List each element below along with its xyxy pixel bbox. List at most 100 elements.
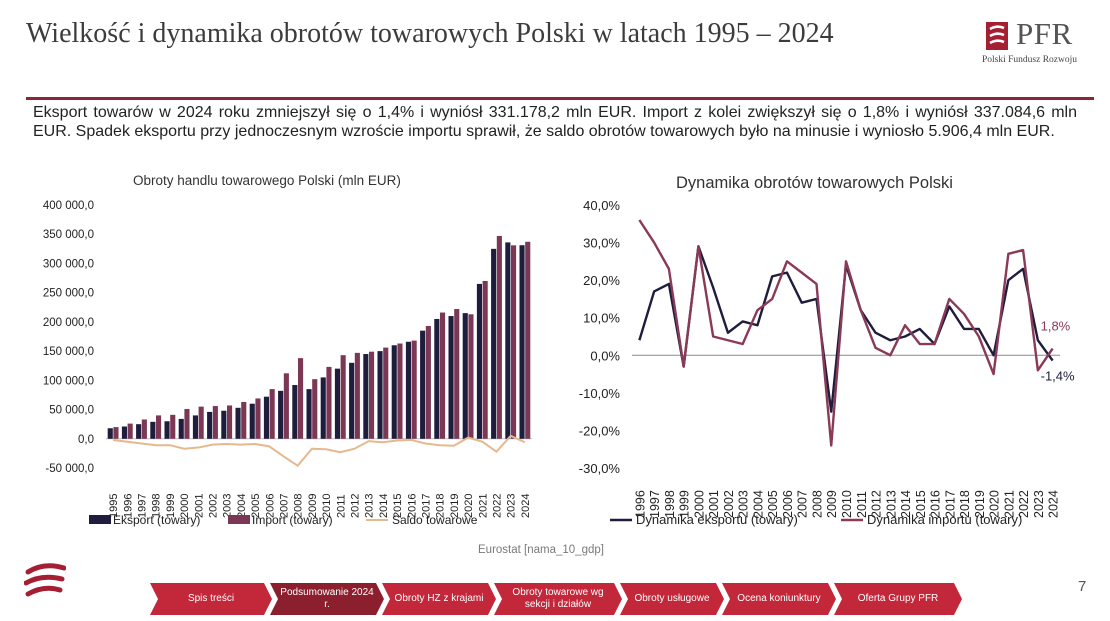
data-label: 1,8% <box>1041 319 1071 334</box>
x-tick-label: 2021 <box>477 494 489 518</box>
y-tick-label: 100 000,0 <box>43 375 94 387</box>
x-tick-label: 2009 <box>307 494 319 518</box>
data-label: -1,4% <box>1041 369 1075 384</box>
x-tick-label: 2004 <box>751 490 765 518</box>
nav-item-ocena-koniunktury[interactable]: Ocena koniunktury <box>722 583 836 615</box>
x-tick-label: 2021 <box>1002 490 1016 518</box>
bar-eksport <box>334 368 340 439</box>
x-tick-label: 2006 <box>781 490 795 518</box>
bar-import <box>170 414 176 439</box>
x-tick-label: 2001 <box>707 490 721 518</box>
legend-saldo-label: Saldo towarowe <box>392 513 478 527</box>
bar-eksport <box>448 316 454 439</box>
y-tick-label: 40,0% <box>583 198 620 213</box>
bar-import <box>312 379 318 439</box>
x-tick-label: 2005 <box>250 494 262 518</box>
x-tick-label: 2022 <box>1017 490 1031 518</box>
nav-item-oferta-grupy[interactable]: Oferta Grupy PFR <box>834 583 962 615</box>
nav-item-podsumowanie[interactable]: Podsumowanie 2024 r. <box>270 583 384 615</box>
saldo-line <box>112 434 526 467</box>
bar-eksport <box>178 418 184 439</box>
x-tick-label: 2001 <box>193 494 205 518</box>
bar-import <box>326 366 332 439</box>
bar-import <box>113 427 119 439</box>
x-tick-label: 2016 <box>929 490 943 518</box>
bar-import <box>383 347 389 439</box>
header-divider <box>26 97 1094 100</box>
bar-import <box>340 355 346 439</box>
bar-import <box>184 408 190 439</box>
source-note: Eurostat [nama_10_gdp] <box>478 544 604 556</box>
bar-import <box>411 340 417 439</box>
x-tick-label: 1998 <box>663 490 677 518</box>
x-tick-label: 2010 <box>840 490 854 518</box>
x-tick-label: 1995 <box>108 494 120 518</box>
y-tick-label: 400 000,0 <box>43 200 94 212</box>
bar-import <box>227 405 233 439</box>
bar-import <box>440 312 446 439</box>
x-tick-label: 2005 <box>766 490 780 518</box>
import-dynamics-line <box>638 219 1054 447</box>
nav-item-obroty-uslugowe[interactable]: Obroty usługowe <box>620 583 724 615</box>
bar-eksport <box>207 411 213 439</box>
y-tick-label: -30,0% <box>579 461 621 476</box>
bar-eksport <box>121 426 127 439</box>
nav-item-obroty-hz[interactable]: Obroty HZ z krajami <box>382 583 496 615</box>
bar-eksport <box>249 403 255 439</box>
x-tick-label: 2018 <box>958 490 972 518</box>
bar-eksport <box>491 248 497 439</box>
x-tick-label: 2019 <box>449 494 461 518</box>
y-tick-label: 250 000,0 <box>43 288 94 300</box>
y-tick-label: 350 000,0 <box>43 229 94 241</box>
bar-eksport <box>405 341 411 439</box>
line-chart-title: Dynamika obrotów towarowych Polski <box>676 174 953 192</box>
bar-import <box>482 280 488 439</box>
bar-eksport <box>221 410 227 439</box>
pfr-logo-icon <box>986 22 1008 50</box>
bar-eksport <box>263 396 269 439</box>
x-tick-label: 2014 <box>378 494 390 518</box>
x-tick-label: 2004 <box>236 494 248 518</box>
x-tick-label: 1999 <box>165 494 177 518</box>
x-tick-label: 2023 <box>506 494 518 518</box>
y-tick-label: 50 000,0 <box>49 405 94 417</box>
bar-eksport <box>292 385 298 439</box>
x-tick-label: 2002 <box>208 494 220 518</box>
bar-import <box>127 423 133 439</box>
bar-import <box>369 351 375 439</box>
bar-import <box>525 241 531 439</box>
x-tick-label: 2024 <box>1047 490 1061 518</box>
x-tick-label: 2003 <box>737 490 751 518</box>
bar-eksport <box>320 377 326 439</box>
x-tick-label: 2019 <box>973 490 987 518</box>
bar-import <box>241 401 247 439</box>
y-tick-label: 300 000,0 <box>43 258 94 270</box>
bar-import <box>198 406 204 439</box>
logo-text: PFR <box>1016 16 1073 51</box>
pfr-logo: PFR Polski Fundusz Rozwoju <box>982 16 1094 68</box>
bar-eksport <box>476 283 482 439</box>
x-tick-label: 2007 <box>279 494 291 518</box>
y-tick-label: 0,0% <box>590 348 620 363</box>
page-title: Wielkość i dynamika obrotów towarowych P… <box>26 18 834 49</box>
x-tick-label: 2000 <box>692 490 706 518</box>
y-tick-label: -20,0% <box>579 423 621 438</box>
x-tick-label: 2006 <box>264 494 276 518</box>
bar-import <box>156 415 162 439</box>
x-tick-label: 2013 <box>884 490 898 518</box>
x-tick-label: 2013 <box>364 494 376 518</box>
x-tick-label: 1996 <box>122 494 134 518</box>
bar-chart: 400 000,0 350 000,0 300 000,0 250 000,0 200 … <box>43 200 532 527</box>
x-tick-label: 2016 <box>406 494 418 518</box>
nav-item-obroty-towarowe[interactable]: Obroty towarowe wg sekcji i działów <box>494 583 622 615</box>
bar-eksport <box>107 428 113 439</box>
x-tick-label: 1997 <box>648 490 662 518</box>
bar-import <box>283 373 289 439</box>
legend-import-swatch <box>228 515 250 524</box>
legend-eksport-label: Eksport (towary) <box>113 513 200 527</box>
x-tick-label: 2008 <box>810 490 824 518</box>
y-tick-label: 10,0% <box>583 311 620 326</box>
bar-eksport <box>150 421 156 439</box>
legend-import-label: Dynamika importu (towary) <box>867 512 1022 527</box>
nav-item-spis-tresci[interactable]: Spis treści <box>150 583 272 615</box>
